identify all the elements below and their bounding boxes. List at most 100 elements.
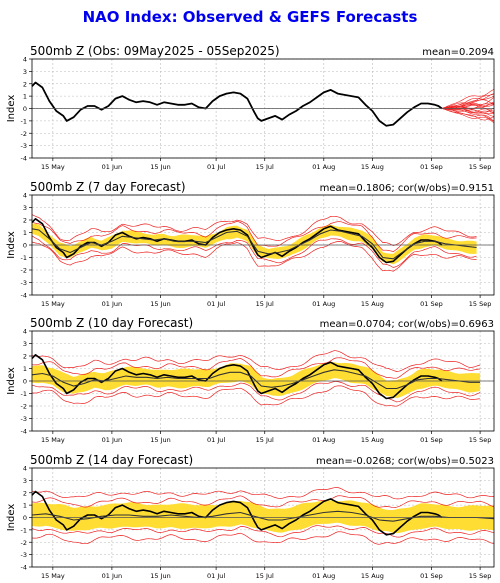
x-tick-label: 15 May <box>41 572 65 580</box>
x-tick-label: 01 Sep <box>420 436 443 444</box>
ensemble-member-line <box>441 108 495 122</box>
x-tick-label: 15 Aug <box>361 300 384 308</box>
observed-line <box>31 490 443 536</box>
x-tick-label: 15 Jun <box>150 436 171 444</box>
x-tick-label: 01 Aug <box>312 163 335 171</box>
y-tick-label: -3 <box>21 142 27 150</box>
panel-title: 500mb Z (14 day Forecast) <box>30 453 193 467</box>
ensemble-member-line <box>441 102 495 109</box>
panel-title: 500mb Z (10 day Forecast) <box>30 316 193 330</box>
ensemble-member-line <box>441 88 495 109</box>
y-tick-label: 3 <box>23 68 27 76</box>
x-tick-label: 15 Sep <box>469 436 492 444</box>
ensemble-member-line <box>31 495 495 509</box>
y-tick-label: -1 <box>21 254 27 262</box>
ensemble-member-line <box>441 97 495 109</box>
y-tick-label: 1 <box>23 93 27 101</box>
x-tick-label: 01 Jun <box>102 572 123 580</box>
y-tick-label: 3 <box>23 477 27 485</box>
y-tick-label: -4 <box>21 292 27 300</box>
y-tick-label: 3 <box>23 204 27 212</box>
x-tick-label: 15 Aug <box>361 163 384 171</box>
ensemble-member-line <box>441 108 495 121</box>
x-tick-label: 15 Aug <box>361 436 384 444</box>
x-tick-label: 15 Jul <box>256 436 274 444</box>
y-axis-label: Index <box>6 95 17 123</box>
x-tick-label: 15 Sep <box>469 163 492 171</box>
ensemble-member-line <box>31 235 477 268</box>
y-tick-label: -2 <box>21 267 27 275</box>
y-tick-label: 3 <box>23 340 27 348</box>
ensemble-max-min-line <box>31 531 495 545</box>
y-tick-label: -1 <box>21 526 27 534</box>
x-tick-label: 15 May <box>41 300 65 308</box>
y-tick-label: 1 <box>23 229 27 237</box>
y-tick-label: 4 <box>23 328 27 336</box>
forecast-7day-panel: 500mb Z (7 day Forecast) mean=0.1806; cor… <box>6 180 495 308</box>
x-tick-label: 01 Jun <box>102 436 123 444</box>
y-tick-label: -4 <box>21 155 27 163</box>
y-tick-label: -4 <box>21 428 27 436</box>
ensemble-max-min-line <box>31 350 481 372</box>
y-tick-label: -2 <box>21 403 27 411</box>
x-tick-label: 15 May <box>41 163 65 171</box>
ensemble-max-min-line <box>31 214 477 246</box>
ensemble-member-line <box>31 220 477 252</box>
y-tick-label: 4 <box>23 465 27 473</box>
y-tick-label: -2 <box>21 539 27 547</box>
y-tick-label: 0 <box>23 514 27 522</box>
ensemble-spread-band <box>32 362 481 398</box>
panel-stats: mean=0.2094 <box>422 47 494 58</box>
x-tick-label: 15 Jun <box>150 300 171 308</box>
y-axis-label: Index <box>6 231 17 259</box>
y-tick-label: -1 <box>21 390 27 398</box>
y-tick-label: 2 <box>23 353 27 361</box>
x-tick-label: 15 Jun <box>150 572 171 580</box>
y-tick-label: -3 <box>21 279 27 287</box>
y-tick-label: 2 <box>23 489 27 497</box>
y-axis-label: Index <box>6 367 17 395</box>
x-tick-label: 01 Aug <box>312 300 335 308</box>
x-tick-label: 01 Aug <box>312 572 335 580</box>
y-tick-label: 0 <box>23 378 27 386</box>
x-tick-label: 15 Jun <box>150 163 171 171</box>
y-tick-label: -3 <box>21 551 27 559</box>
ensemble-member-line <box>31 357 481 379</box>
y-tick-label: 2 <box>23 80 27 88</box>
ensemble-spread-band <box>32 223 477 265</box>
ensemble-max-min-line <box>31 487 494 500</box>
y-tick-label: 0 <box>23 105 27 113</box>
x-tick-label: 01 Jun <box>102 300 123 308</box>
forecast-14day-panel: 500mb Z (14 day Forecast) mean=-0.0268; c… <box>6 453 495 580</box>
panel-title: 500mb Z (Obs: 09May2025 - 05Sep2025) <box>30 44 280 58</box>
y-tick-label: 4 <box>23 192 27 200</box>
panel-title: 500mb Z (7 day Forecast) <box>30 180 186 194</box>
y-tick-label: -2 <box>21 130 27 138</box>
x-tick-label: 01 Jun <box>102 163 123 171</box>
x-tick-label: 15 Aug <box>361 572 384 580</box>
observed-line <box>31 81 443 127</box>
ensemble-member-line <box>31 381 481 403</box>
x-tick-label: 15 Jul <box>256 572 274 580</box>
ensemble-member-line <box>31 525 495 538</box>
y-axis-label: Index <box>6 504 17 532</box>
x-tick-label: 01 Sep <box>420 300 443 308</box>
y-tick-label: 1 <box>23 365 27 373</box>
forecast-mean-line <box>31 228 477 260</box>
y-tick-label: 1 <box>23 502 27 510</box>
x-tick-label: 15 May <box>41 436 65 444</box>
figure-title: NAO Index: Observed & GEFS Forecasts <box>82 8 418 26</box>
x-tick-label: 15 Jul <box>256 300 274 308</box>
panel-stats: mean=0.1806; cor(w/obs)=0.9151 <box>320 183 494 194</box>
y-tick-label: -1 <box>21 117 27 125</box>
x-tick-label: 15 Sep <box>469 300 492 308</box>
ensemble-max-min-line <box>31 241 477 272</box>
y-tick-label: 4 <box>23 56 27 64</box>
observed-panel: 500mb Z (Obs: 09May2025 - 05Sep2025) mean… <box>6 44 495 171</box>
x-tick-label: 15 Sep <box>469 572 492 580</box>
ensemble-max-min-line <box>32 385 481 407</box>
x-tick-label: 01 Jul <box>207 300 225 308</box>
y-tick-label: -4 <box>21 564 27 572</box>
x-tick-label: 01 Jul <box>207 436 225 444</box>
